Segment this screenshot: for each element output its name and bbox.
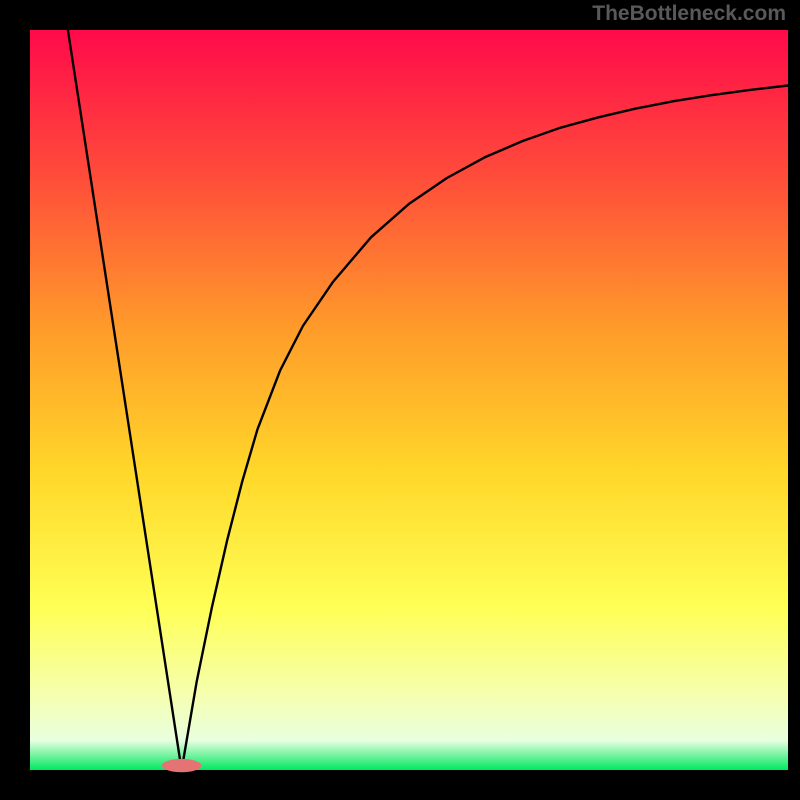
- curve-chart: [0, 0, 800, 800]
- watermark-text: TheBottleneck.com: [592, 2, 786, 26]
- gradient-background: [30, 30, 788, 770]
- min-marker: [162, 759, 201, 772]
- chart-container: TheBottleneck.com: [0, 0, 800, 800]
